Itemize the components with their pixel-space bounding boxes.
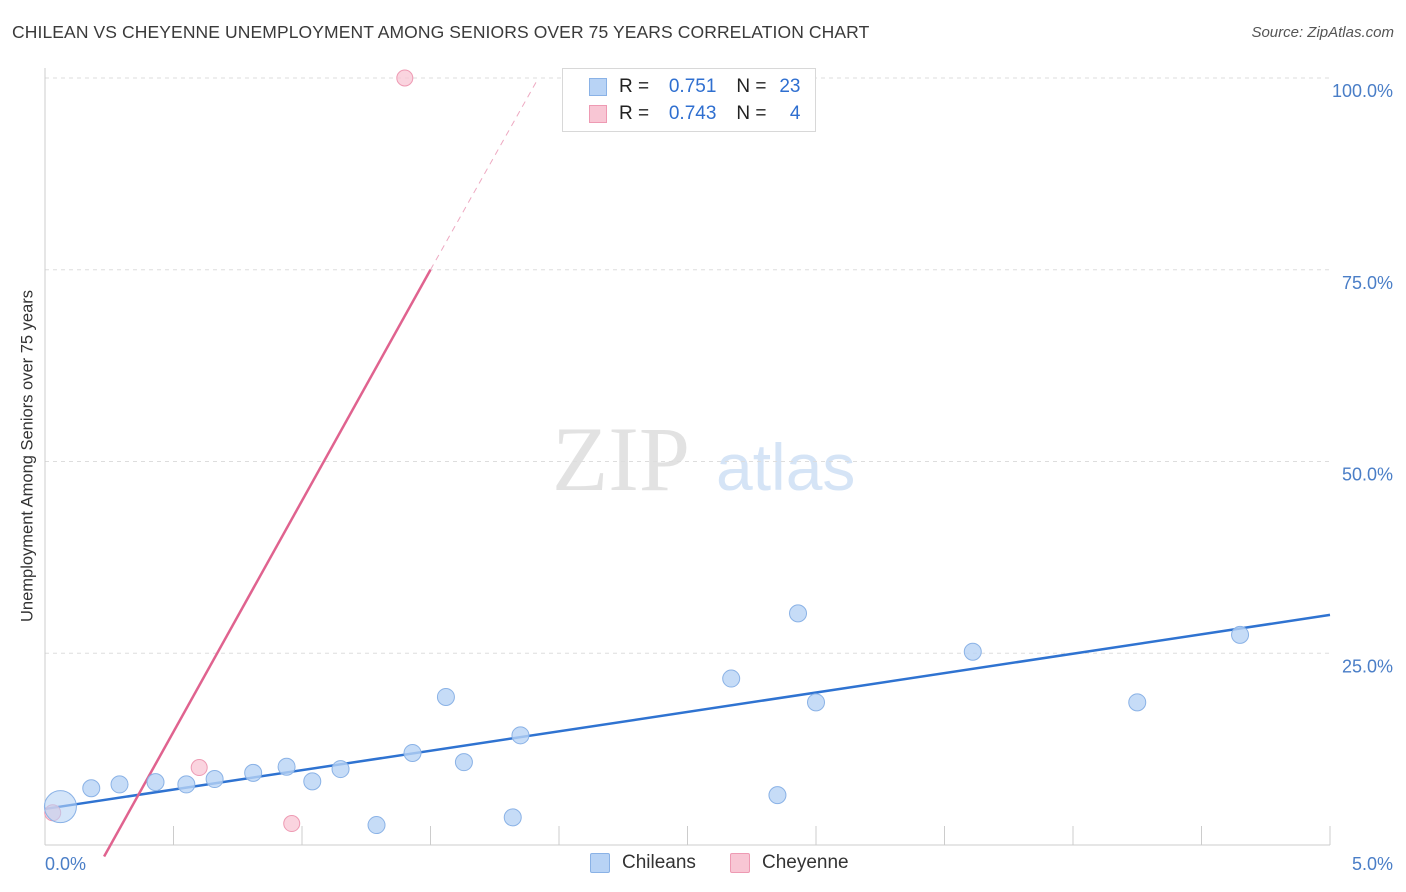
x-tick-label: 0.0% <box>45 854 86 874</box>
chileans-point <box>205 770 224 789</box>
chileans-point <box>807 693 825 712</box>
chileans-point <box>277 757 296 776</box>
chileans-point <box>82 779 101 798</box>
chileans-point <box>110 775 129 794</box>
watermark: ZIP atlas <box>552 408 855 510</box>
cheyenne-legend-swatch <box>730 853 750 873</box>
legend-item-chileans[interactable]: Chileans <box>590 852 696 874</box>
watermark-zip: ZIP <box>552 408 690 510</box>
legend-label-chileans: Chileans <box>622 852 696 873</box>
tick-labels: 25.0% 50.0% 75.0% 100.0% 0.0% 5.0% <box>45 81 1393 874</box>
stats-legend: R = 0.751 N = 23 R = 0.743 N = 4 <box>562 68 816 132</box>
cheyenne-point <box>396 69 414 87</box>
chileans-point <box>789 604 808 623</box>
legend-n-value: 23 <box>779 76 801 97</box>
chart-title: CHILEAN VS CHEYENNE UNEMPLOYMENT AMONG S… <box>12 22 870 42</box>
legend-n-label: N = <box>736 76 767 97</box>
chileans-point <box>436 687 455 706</box>
y-tick-label: 50.0% <box>1342 465 1393 485</box>
legend-n-value: 4 <box>789 103 801 124</box>
chileans-point <box>503 808 522 827</box>
chileans-swatch <box>589 78 607 96</box>
chileans-point <box>722 669 741 688</box>
chileans-point <box>403 743 422 762</box>
axes <box>44 68 1331 846</box>
chileans-point <box>43 790 77 824</box>
chileans-point <box>367 816 386 835</box>
watermark-atlas: atlas <box>716 430 855 504</box>
legend-r-label: R = <box>619 76 650 97</box>
legend-item-cheyenne[interactable]: Cheyenne <box>730 852 849 874</box>
x-tick-label: 5.0% <box>1352 854 1393 874</box>
cheyenne-point <box>190 759 208 777</box>
chileans-point <box>331 760 350 779</box>
data-points <box>43 69 1250 835</box>
legend-label-cheyenne: Cheyenne <box>762 852 849 873</box>
chileans-legend-swatch <box>590 853 610 873</box>
chileans-point <box>511 726 530 745</box>
chileans-trend-line <box>44 613 1331 811</box>
chileans-point <box>177 775 196 794</box>
legend-r-value: 0.751 <box>668 76 717 97</box>
y-tick-label: 75.0% <box>1342 273 1393 293</box>
y-tick-label: 100.0% <box>1332 81 1393 101</box>
chileans-point <box>146 773 165 792</box>
chileans-point <box>244 763 263 782</box>
legend-n-label: N = <box>736 103 767 124</box>
gridlines <box>45 77 1330 654</box>
chileans-point <box>768 786 787 805</box>
chileans-point <box>1231 625 1250 644</box>
cheyenne-swatch <box>589 105 607 123</box>
chileans-point <box>963 642 982 661</box>
y-tick-label: 25.0% <box>1342 656 1393 676</box>
legend-r-value: 0.743 <box>668 103 717 124</box>
legend-row-cheyenne: R = 0.743 N = 4 <box>563 101 801 127</box>
series-legend: Chileans Cheyenne <box>0 852 1406 878</box>
chileans-point <box>454 753 473 772</box>
cheyenne-point <box>283 815 301 833</box>
legend-r-label: R = <box>619 103 650 124</box>
cheyenne-trend-line <box>103 269 432 858</box>
cheyenne-trend-extension <box>430 77 539 270</box>
chileans-point <box>303 772 322 791</box>
source-credit: Source: ZipAtlas.com <box>1251 24 1394 41</box>
legend-row-chileans: R = 0.751 N = 23 <box>563 74 801 100</box>
chileans-point <box>1128 693 1147 712</box>
